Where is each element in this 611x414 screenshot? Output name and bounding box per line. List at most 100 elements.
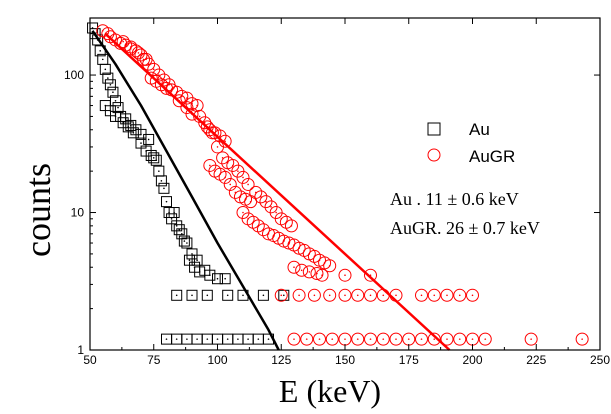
- data-point-center: [165, 200, 168, 203]
- data-point-center: [433, 338, 436, 340]
- augr-data-point: [453, 288, 467, 302]
- au-data-point: [201, 289, 213, 301]
- data-point-center: [328, 264, 331, 267]
- x-tick-label: 175: [399, 353, 419, 367]
- augr-data-point: [213, 129, 227, 143]
- au-data-point: [161, 196, 172, 208]
- augr-data-point: [302, 265, 316, 279]
- data-point-center: [321, 274, 323, 277]
- data-point-center: [221, 157, 224, 159]
- data-point-center: [471, 338, 474, 340]
- augr-data-point: [131, 46, 145, 60]
- au-data-point: [204, 269, 216, 281]
- data-point-center: [262, 294, 265, 297]
- data-point-center: [152, 68, 155, 71]
- augr-data-point: [389, 332, 403, 346]
- augr-data-point: [185, 97, 199, 111]
- data-point-center: [196, 259, 198, 261]
- au-data-point: [127, 127, 139, 139]
- data-point-center: [331, 338, 334, 340]
- data-point-center: [196, 338, 198, 340]
- data-point-center: [140, 142, 142, 144]
- au-data-point: [171, 289, 183, 301]
- au-data-point: [143, 133, 155, 145]
- data-point-center: [196, 104, 198, 107]
- data-point-center: [198, 115, 201, 118]
- x-tick-label: 100: [207, 353, 227, 367]
- data-point-center: [186, 242, 188, 244]
- y-axis-title: counts: [18, 163, 58, 257]
- annotation-augr: AuGR. 26 ± 0.7 keV: [390, 218, 540, 238]
- au-data-point: [186, 289, 198, 301]
- augr-data-point: [292, 288, 306, 302]
- augr-data-point: [415, 288, 428, 302]
- data-point-center: [117, 106, 119, 109]
- augr-data-point: [129, 44, 143, 58]
- augr-data-point: [351, 288, 365, 302]
- data-point-center: [206, 294, 209, 297]
- augr-data-point: [524, 332, 538, 346]
- data-point-center: [293, 338, 295, 340]
- data-point-center: [107, 77, 109, 79]
- au-data-point: [158, 182, 170, 194]
- data-point-center: [104, 68, 107, 71]
- augr-data-point: [364, 268, 377, 282]
- fit-lines: [91, 30, 451, 351]
- augr-data-point: [218, 170, 232, 184]
- augr-data-point: [223, 177, 237, 191]
- data-point-center: [114, 115, 117, 118]
- data-point-center: [242, 176, 244, 179]
- data-point-center: [446, 294, 448, 297]
- data-point-center: [191, 253, 193, 255]
- augr-data-point: [364, 332, 377, 346]
- data-point-center: [173, 211, 175, 214]
- au-data-point: [257, 289, 269, 301]
- augr-data-point: [313, 332, 326, 346]
- augr-data-point: [205, 126, 219, 140]
- augr-data-point: [295, 263, 309, 277]
- data-point-center: [275, 211, 277, 214]
- au-fit-line: [91, 30, 280, 351]
- au-data-point: [191, 254, 203, 266]
- data-point-center: [247, 338, 249, 340]
- augr-data-point: [152, 68, 166, 82]
- data-point-center: [318, 338, 321, 340]
- data-point-center: [175, 338, 178, 340]
- au-data-point: [178, 235, 190, 247]
- x-tick-label: 200: [462, 353, 482, 367]
- data-point-center: [581, 338, 583, 340]
- data-point-center: [458, 294, 461, 297]
- data-point-center: [216, 277, 219, 280]
- x-tick-label: 50: [83, 353, 97, 367]
- data-point-center: [293, 266, 295, 269]
- augr-data-point: [427, 332, 441, 346]
- augr-data-point: [300, 332, 314, 346]
- au-data-point: [104, 79, 116, 91]
- augr-data-point: [287, 332, 301, 346]
- data-point-center: [328, 294, 331, 297]
- au-data-point: [222, 289, 234, 301]
- data-point-center: [270, 206, 272, 208]
- data-point-center: [114, 99, 117, 102]
- data-point-center: [369, 294, 372, 297]
- data-point-center: [122, 40, 124, 43]
- data-point-center: [300, 269, 303, 272]
- data-point-center: [170, 218, 173, 220]
- y-tick-label: 10: [71, 206, 85, 220]
- data-point-center: [175, 225, 178, 227]
- x-tick-label: 150: [335, 353, 355, 367]
- data-point-center: [124, 118, 127, 120]
- augr-data-point: [101, 27, 115, 41]
- augr-data-point: [216, 151, 230, 165]
- data-point-center: [219, 135, 221, 137]
- au-data-point: [219, 273, 231, 285]
- augr-data-point: [323, 288, 337, 302]
- data-point-center: [112, 91, 114, 94]
- augr-data-point: [185, 107, 199, 121]
- data-point-center: [224, 277, 226, 280]
- data-point-center: [137, 52, 140, 54]
- augr-data-point: [249, 185, 263, 199]
- augr-data-point: [180, 101, 194, 115]
- augr-data-point: [259, 195, 273, 209]
